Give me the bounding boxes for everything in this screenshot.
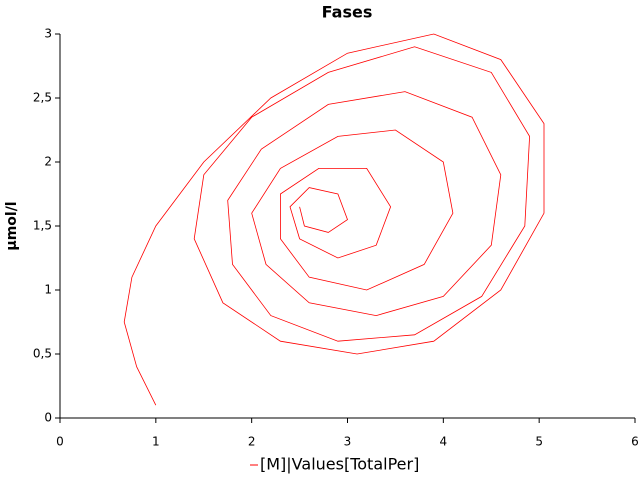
y-tick-label: 3	[44, 27, 52, 41]
y-tick-label: 2,5	[33, 91, 52, 105]
x-tick-label: 3	[344, 435, 352, 449]
x-tick-label: 1	[152, 435, 160, 449]
data-line	[123, 33, 545, 406]
y-tick-label: 0,5	[33, 347, 52, 361]
chart-title: Fases	[322, 3, 373, 22]
x-tick-label: 5	[535, 435, 543, 449]
x-tick-label: 4	[440, 435, 448, 449]
legend-label: [M]|Values[TotalPer]	[260, 455, 419, 474]
y-axis-label: µmol/l	[4, 201, 20, 250]
x-tick-label: 6	[631, 435, 639, 449]
y-tick-label: 1	[44, 283, 52, 297]
x-tick-label: 0	[56, 435, 64, 449]
y-tick-label: 1,5	[33, 219, 52, 233]
y-tick-label: 2	[44, 155, 52, 169]
x-tick-label: 2	[248, 435, 256, 449]
y-tick-label: 0	[44, 411, 52, 425]
